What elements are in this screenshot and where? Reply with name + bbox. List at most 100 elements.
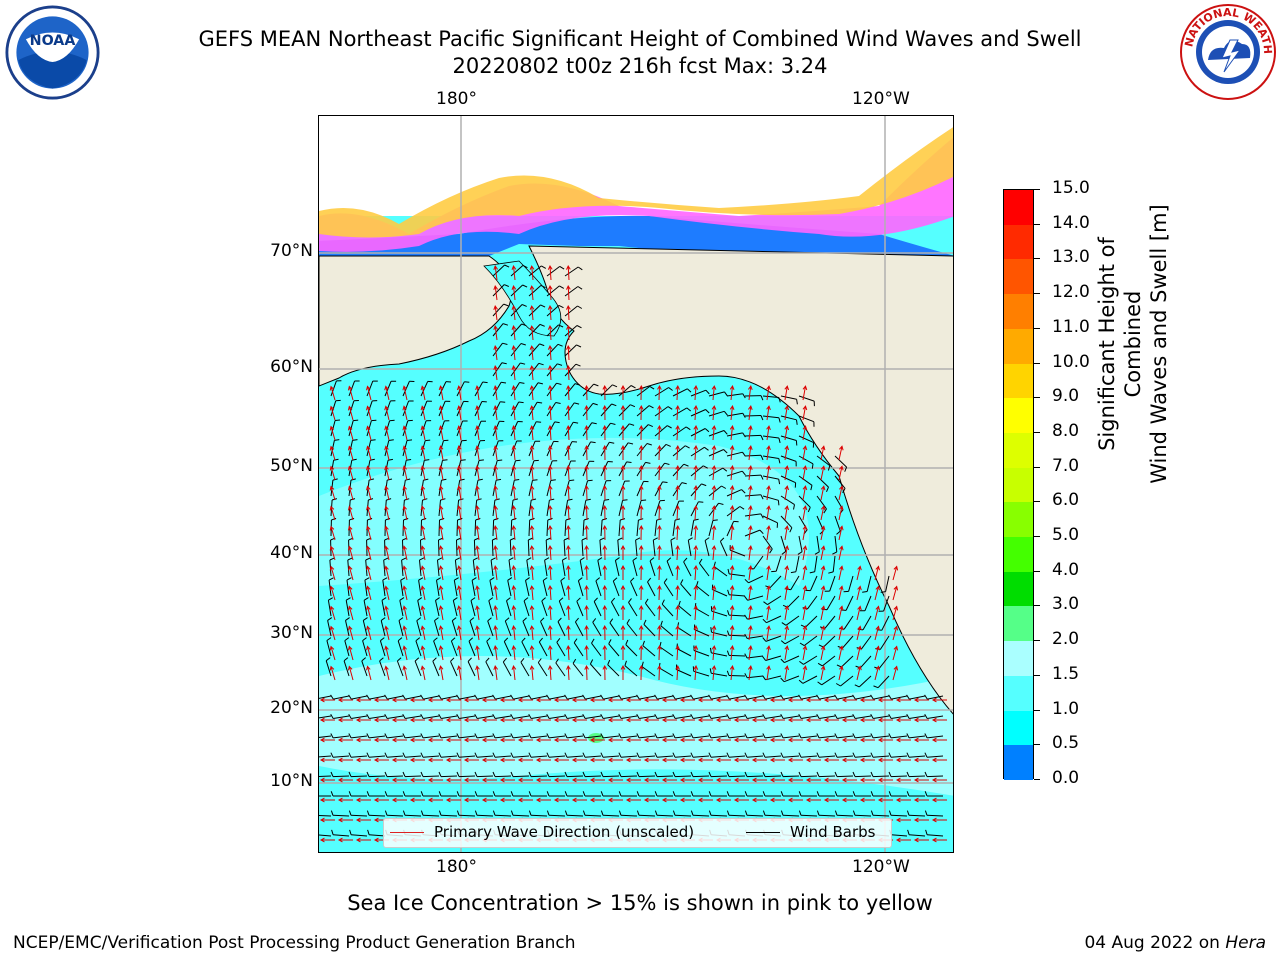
wind-barb-flag xyxy=(536,421,542,423)
wind-barb xyxy=(387,715,404,719)
wind-barb-flag xyxy=(344,637,350,641)
wind-barb xyxy=(456,539,458,557)
wind-barb-flag xyxy=(420,733,424,739)
wind-barb xyxy=(440,755,458,758)
wind-barb xyxy=(855,695,872,700)
wave-direction-arrow xyxy=(337,837,353,843)
wind-barb xyxy=(654,406,669,417)
wind-barb-flag xyxy=(474,713,478,719)
wind-barb xyxy=(728,755,746,758)
wind-barb xyxy=(744,513,761,517)
wave-direction-arrow xyxy=(456,585,462,601)
wind-barb xyxy=(729,695,746,700)
colorbar-segment xyxy=(1004,710,1033,746)
wave-direction-arrow xyxy=(607,797,623,803)
wave-direction-arrow xyxy=(697,797,713,803)
wind-barb-flag xyxy=(457,517,463,521)
wind-barb-flag xyxy=(762,618,767,624)
wave-direction-arrow xyxy=(584,524,589,541)
wind-barb xyxy=(436,580,440,597)
wind-barb-flag xyxy=(744,633,748,639)
wave-direction-arrow xyxy=(638,404,644,421)
wave-direction-arrow xyxy=(547,604,553,621)
wind-barb-flag xyxy=(333,458,339,461)
wind-barb-flag xyxy=(704,428,710,433)
wind-barb xyxy=(584,814,602,817)
wind-barb xyxy=(546,519,549,537)
wind-barb xyxy=(435,600,440,617)
wind-barb xyxy=(764,755,782,758)
wave-direction-arrow xyxy=(784,525,790,541)
wave-direction-arrow xyxy=(337,777,353,783)
wave-direction-arrow xyxy=(733,777,749,783)
wind-barb-flag xyxy=(557,617,562,622)
wind-barb-flag xyxy=(348,771,352,777)
wind-barb xyxy=(620,775,638,778)
wave-direction-arrow xyxy=(438,565,444,581)
wave-direction-arrow xyxy=(391,697,407,703)
wind-barb xyxy=(459,735,476,739)
wave-direction-arrow xyxy=(402,625,408,641)
wave-direction-arrow xyxy=(347,485,354,501)
wind-barb-flag xyxy=(496,478,502,481)
wind-barb-flag xyxy=(649,557,655,562)
wind-barb xyxy=(726,393,743,397)
wind-barb xyxy=(488,600,494,617)
wind-barb-flag xyxy=(760,474,764,480)
wind-barb xyxy=(548,814,566,817)
wave-direction-arrow xyxy=(535,797,551,803)
wind-barb xyxy=(829,575,836,592)
wind-barb-flag xyxy=(726,733,730,739)
wind-barb xyxy=(404,775,422,778)
wave-direction-arrow xyxy=(697,757,713,763)
wave-direction-arrow xyxy=(638,384,644,401)
wave-direction-arrow xyxy=(337,817,353,823)
wind-barb xyxy=(608,643,620,657)
wind-barb xyxy=(556,642,566,657)
wind-barb xyxy=(620,755,638,758)
wind-barb xyxy=(459,715,476,719)
colorbar-segment xyxy=(1004,641,1033,677)
wind-barb xyxy=(855,715,872,719)
wind-barb-flag xyxy=(343,657,349,662)
wind-barb-flag xyxy=(796,419,798,425)
wave-direction-arrow xyxy=(675,664,680,681)
wind-barb xyxy=(816,455,831,467)
wave-direction-arrow xyxy=(391,797,407,803)
wave-direction-arrow xyxy=(913,797,929,803)
wave-direction-arrow xyxy=(584,384,589,401)
colorbar-tick xyxy=(1034,779,1040,780)
wind-barb xyxy=(582,403,594,417)
wave-direction-arrow xyxy=(529,505,535,521)
wind-barb xyxy=(798,475,813,486)
wind-barb-flag xyxy=(888,713,892,719)
wind-barb xyxy=(567,715,584,719)
wave-direction-arrow xyxy=(711,585,717,601)
wind-barb-flag xyxy=(666,425,672,429)
wave-direction-arrow xyxy=(895,777,911,783)
wind-barb xyxy=(593,601,602,617)
wind-barb-flag xyxy=(744,673,748,678)
wave-direction-arrow xyxy=(427,737,443,743)
wind-barb-flag xyxy=(834,791,838,797)
wind-barb-flag xyxy=(574,383,581,386)
wave-direction-arrow xyxy=(602,384,608,401)
wave-direction-arrow xyxy=(675,624,680,641)
wind-barb-flag xyxy=(907,829,910,835)
wind-barb xyxy=(333,834,350,837)
wave-direction-arrow xyxy=(675,404,680,421)
wind-barb-flag xyxy=(349,517,355,521)
wind-barb-flag xyxy=(709,647,712,653)
map-panel[interactable]: Primary Wave Direction (unscaled) Wind B… xyxy=(318,115,954,853)
wind-barb-flag xyxy=(546,752,550,758)
wind-barb xyxy=(859,655,872,669)
wave-direction-arrow xyxy=(661,697,677,703)
wind-barb xyxy=(676,669,692,677)
wave-direction-arrow xyxy=(438,505,444,521)
wind-barb xyxy=(350,814,368,817)
wind-barb xyxy=(713,566,728,577)
wave-direction-arrow xyxy=(657,624,662,641)
wind-barb-flag xyxy=(780,694,784,700)
wave-direction-arrow xyxy=(729,385,735,401)
wave-direction-arrow xyxy=(892,585,899,601)
